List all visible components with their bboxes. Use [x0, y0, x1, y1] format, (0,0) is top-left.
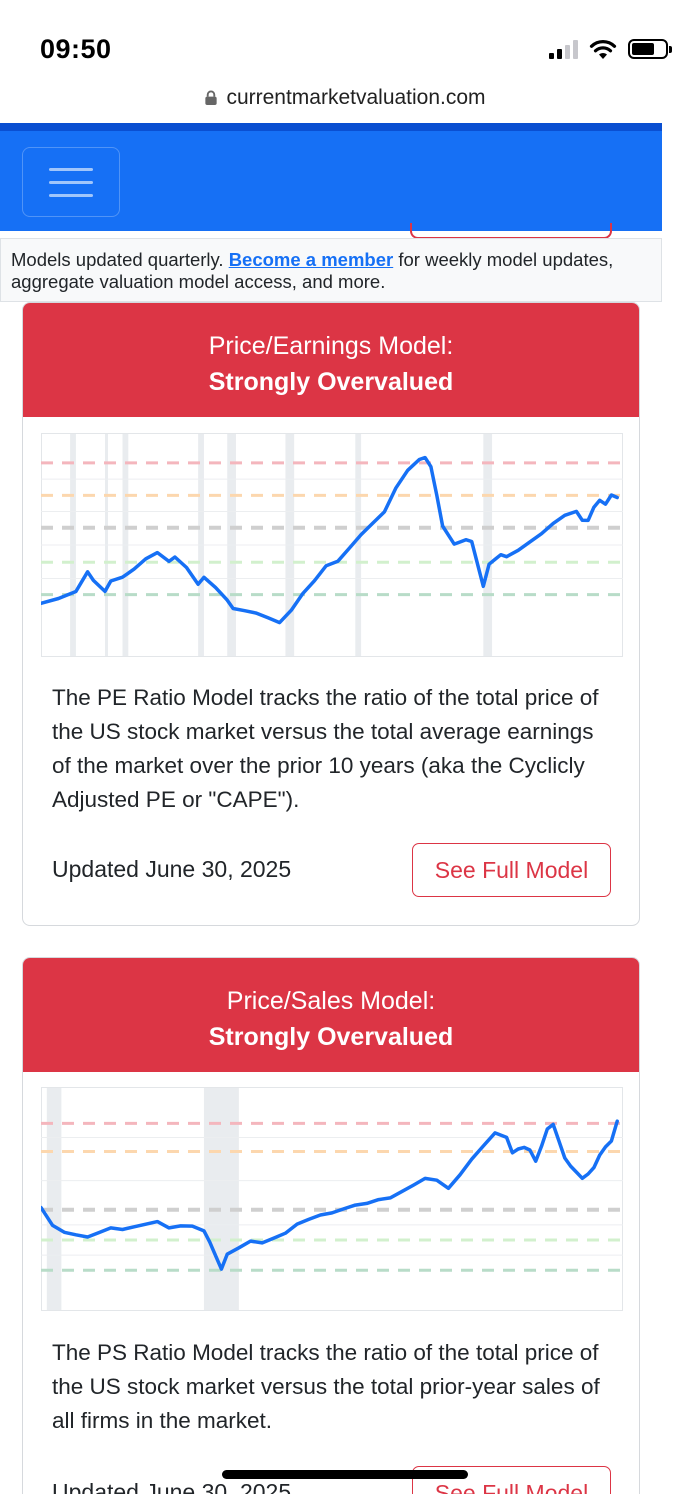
navbar-top-strip	[0, 123, 662, 131]
updated-date: Updated June 30, 2025	[52, 1479, 292, 1494]
recession-shade	[203, 1088, 239, 1310]
ps-model-card: Price/Sales Model: Strongly Overvalued T…	[22, 957, 640, 1494]
series-line	[41, 455, 619, 625]
ps-ratio-chart	[41, 1087, 623, 1311]
see-full-model-button[interactable]: See Full Model	[412, 843, 611, 897]
battery-icon	[628, 39, 672, 59]
cellular-signal-icon	[549, 39, 578, 59]
become-member-link[interactable]: Become a member	[228, 249, 394, 270]
recession-shade	[46, 1088, 62, 1310]
notice-suffix: for weekly model updates, aggregate valu…	[11, 249, 614, 292]
card-status: Strongly Overvalued	[208, 368, 454, 396]
update-notice: Models updated quarterly. Become a membe…	[0, 238, 662, 302]
card-description: The PS Ratio Model tracks the ratio of t…	[52, 1340, 600, 1433]
lock-icon	[205, 90, 218, 106]
status-bar: 09:50	[0, 0, 690, 80]
updated-date: Updated June 30, 2025	[52, 856, 292, 882]
card-description: The PE Ratio Model tracks the ratio of t…	[52, 685, 599, 812]
chart-frame	[41, 1087, 623, 1311]
status-time: 09:50	[40, 34, 112, 64]
wifi-icon	[589, 40, 617, 59]
series-line	[41, 1119, 619, 1271]
card-status: Strongly Overvalued	[208, 1023, 454, 1051]
address-bar[interactable]: currentmarketvaluation.com	[0, 78, 690, 118]
card-title: Price/Earnings Model:	[208, 332, 454, 360]
home-indicator	[222, 1470, 468, 1479]
card-header: Price/Earnings Model: Strongly Overvalue…	[23, 303, 639, 417]
notice-prefix: Models updated quarterly.	[11, 249, 229, 270]
card-title: Price/Sales Model:	[226, 987, 436, 1015]
hamburger-menu-icon[interactable]	[22, 147, 120, 217]
card-header: Price/Sales Model: Strongly Overvalued	[23, 958, 639, 1072]
see-full-model-button[interactable]: See Full Model	[412, 1466, 611, 1494]
url-text: currentmarketvaluation.com	[226, 86, 486, 109]
navbar-partial-button	[410, 223, 612, 239]
status-icons	[549, 38, 672, 60]
navbar	[0, 131, 662, 239]
pe-ratio-chart	[41, 433, 623, 657]
pe-model-card: Price/Earnings Model: Strongly Overvalue…	[22, 302, 640, 926]
